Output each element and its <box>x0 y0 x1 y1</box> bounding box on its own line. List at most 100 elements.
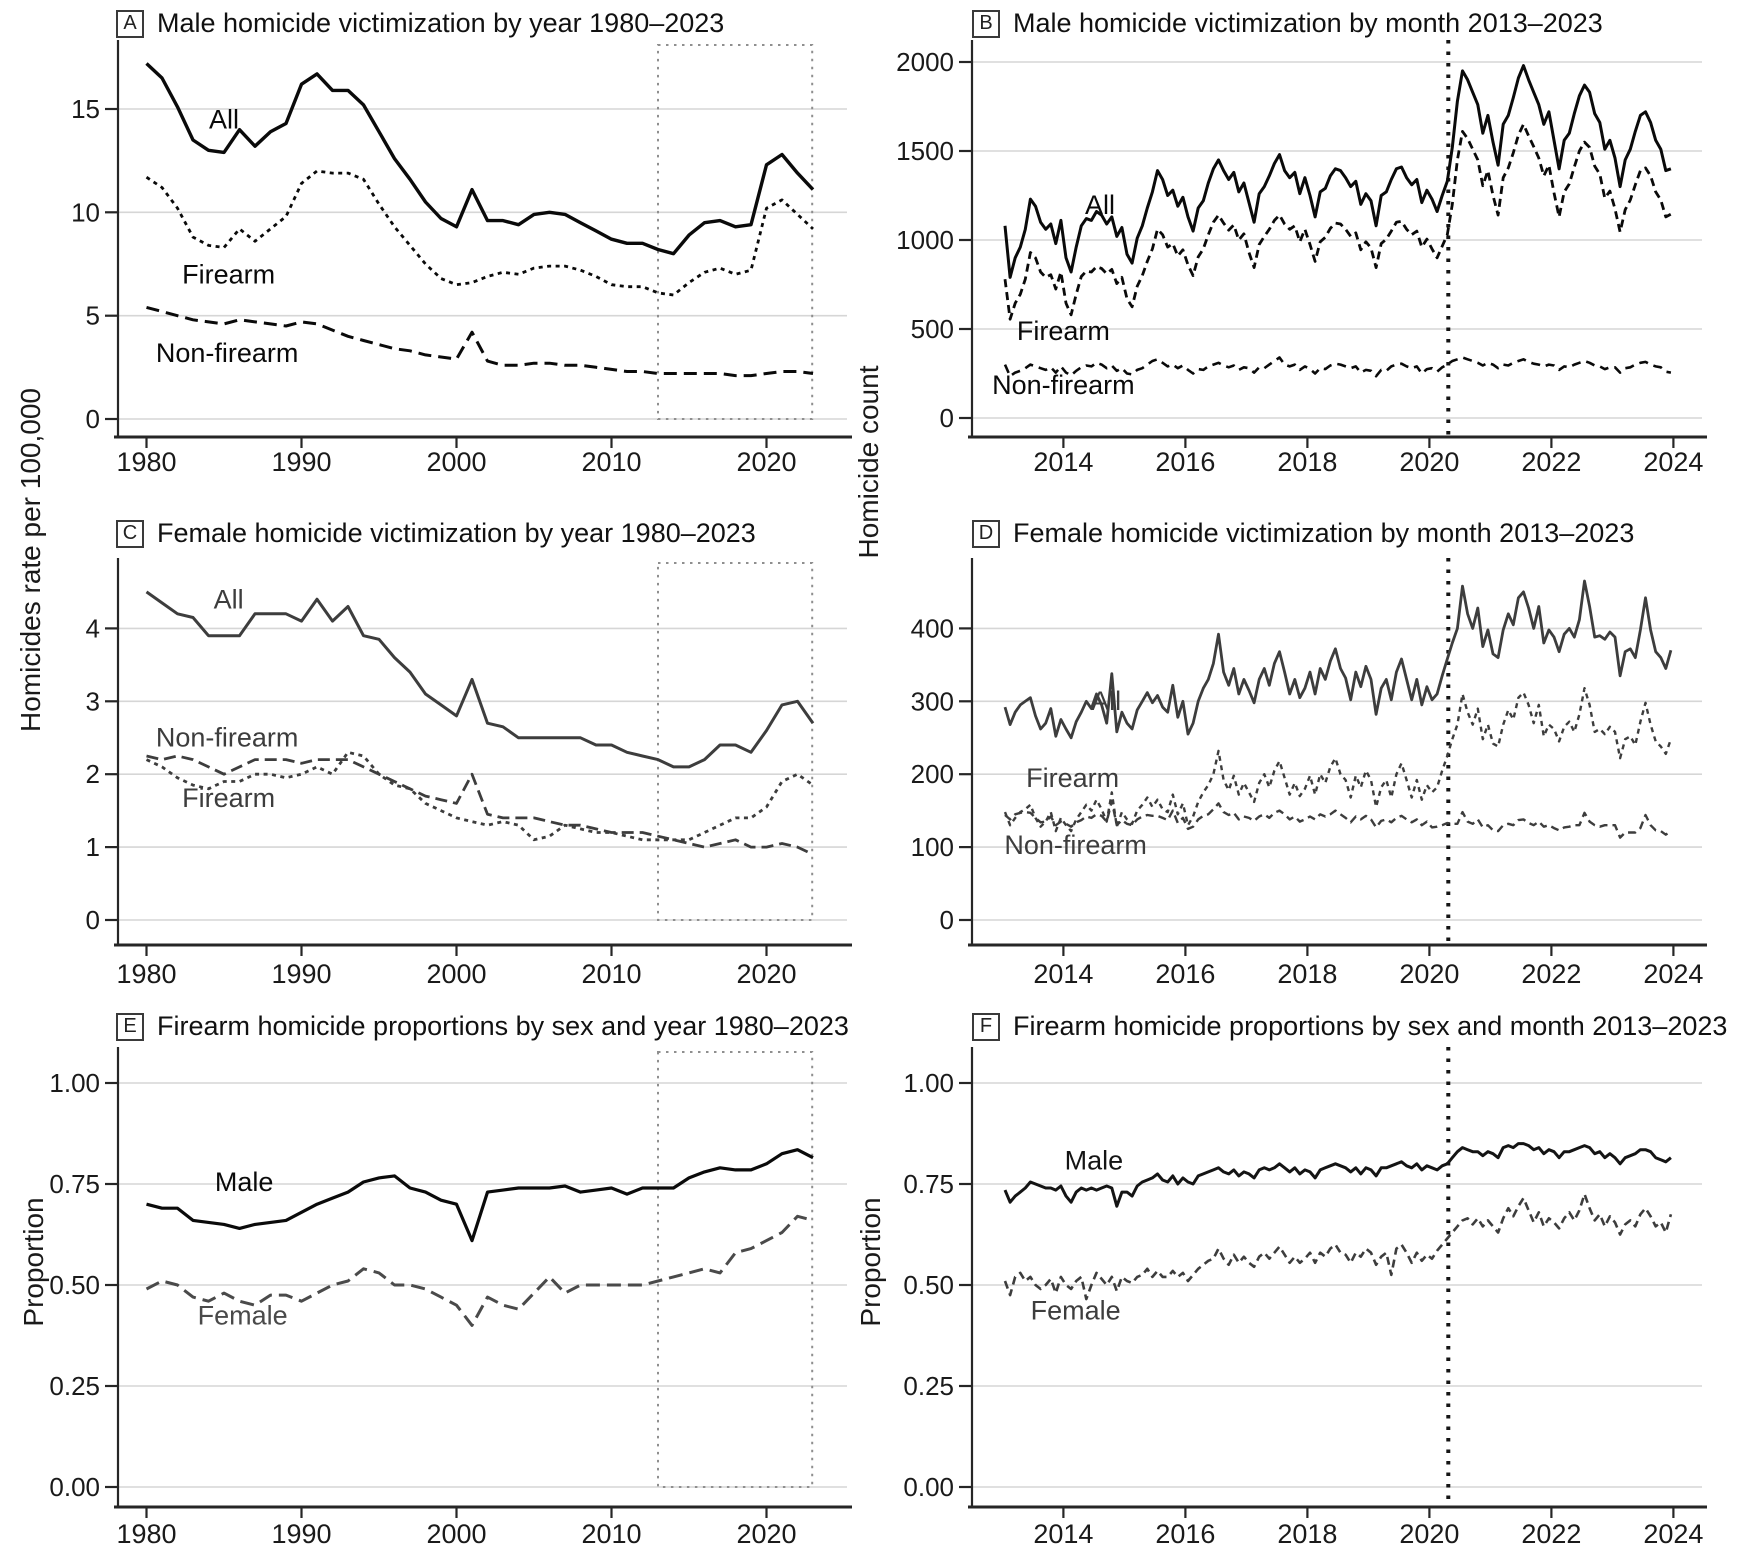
panel-b-title: Male homicide victimization by month 201… <box>1013 8 1603 38</box>
x-tick-label: 2000 <box>426 959 486 989</box>
y-tick-label: 1.00 <box>903 1068 954 1098</box>
series-label-firearm: Firearm <box>1017 316 1110 346</box>
x-tick-label: 2018 <box>1277 959 1337 989</box>
series-line-all <box>145 62 815 256</box>
y-tick-label: 3 <box>86 686 100 716</box>
y-tick-label: 100 <box>911 832 954 862</box>
x-tick-label: 2014 <box>1033 447 1093 477</box>
series-line-all <box>1003 579 1673 740</box>
x-tick-label: 2020 <box>1399 447 1459 477</box>
series-line-all <box>145 590 815 769</box>
highlight-period-box <box>657 562 814 921</box>
x-tick-label: 2016 <box>1155 447 1215 477</box>
panel-b: All Firearm Non-firearm 0 500 1000 1500 2000 201… <box>880 0 1760 495</box>
panel-c-title: Female homicide victimization by year 19… <box>157 518 756 548</box>
x-tick-label: 2020 <box>736 959 796 989</box>
y-tick-label: 0.75 <box>903 1169 954 1199</box>
series-label-male: Male <box>1065 1146 1124 1176</box>
y-axis-label-rate: Homicides rate per 100,000 <box>15 388 46 732</box>
y-tick-label: 0.25 <box>903 1371 954 1401</box>
x-tick-label: 2016 <box>1155 959 1215 989</box>
x-tick-label: 2014 <box>1033 959 1093 989</box>
series-label-non-firearm: Non-firearm <box>992 370 1135 400</box>
panel-e: Male Female 0.00 0.25 0.50 0.75 1.00 1980 1990 20… <box>0 1005 880 1556</box>
y-tick-label: 400 <box>911 613 954 643</box>
series-label-all: All <box>1091 686 1121 716</box>
y-tick-label: 2 <box>86 759 100 789</box>
series-line-non-firearm <box>146 305 814 378</box>
x-tick-label: 2018 <box>1277 447 1337 477</box>
x-tick-label: 2014 <box>1033 1519 1093 1549</box>
y-tick-label: 200 <box>911 759 954 789</box>
y-axis-label-proportion-left: Proportion <box>18 1197 49 1327</box>
panel-b-badge: B <box>972 9 1000 38</box>
x-tick-label: 2024 <box>1643 959 1703 989</box>
y-axis-label-proportion-right: Proportion <box>855 1197 886 1327</box>
series-label-female: Female <box>198 1300 288 1330</box>
panel-a: All Firearm Non-firearm 0 5 10 15 1980 1990 2000 2… <box>0 0 880 495</box>
x-tick-label: 2010 <box>581 959 641 989</box>
y-axis-label-count: Homicide count <box>853 365 884 559</box>
series-line-female <box>1003 1192 1673 1301</box>
panel-f-chart: Male Female 0.00 0.25 0.50 0.75 1.00 2014 2016 20… <box>903 1047 1707 1549</box>
x-tick-label: 2020 <box>736 1519 796 1549</box>
series-label-non-firearm: Non-firearm <box>1004 830 1147 860</box>
x-tick-label: 2022 <box>1521 959 1581 989</box>
y-tick-label: 2000 <box>896 47 954 77</box>
series-label-male: Male <box>215 1167 274 1197</box>
panel-f-title: Firearm homicide proportions by sex and … <box>1013 1011 1728 1041</box>
y-tick-label: 0.50 <box>49 1270 100 1300</box>
series-line-male <box>146 1148 814 1243</box>
y-tick-label: 0 <box>940 905 954 935</box>
x-tick-label: 2020 <box>1399 1519 1459 1549</box>
x-tick-label: 2022 <box>1521 447 1581 477</box>
series-line-firearm <box>145 750 814 842</box>
series-line-non-firearm <box>1003 356 1672 378</box>
x-tick-label: 2010 <box>581 1519 641 1549</box>
y-tick-label: 5 <box>86 301 100 331</box>
y-tick-label: 0 <box>940 403 954 433</box>
y-tick-label: 15 <box>71 94 100 124</box>
series-label-non-firearm: Non-firearm <box>156 338 299 368</box>
series-label-female: Female <box>1031 1296 1121 1326</box>
panel-e-chart: Male Female 0.00 0.25 0.50 0.75 1.00 1980 1990 20… <box>49 1047 852 1549</box>
x-tick-label: 1990 <box>271 1519 331 1549</box>
x-tick-label: 1980 <box>116 447 176 477</box>
series-line-female <box>145 1214 814 1327</box>
series-label-non-firearm: Non-firearm <box>156 722 299 752</box>
y-tick-label: 4 <box>86 613 100 643</box>
series-label-all: All <box>209 105 239 135</box>
panel-c: All Non-firearm Firearm 0 1 2 3 4 1980 1990 2000 20… <box>0 495 880 1005</box>
panel-d-badge: D <box>972 519 1000 548</box>
x-tick-label: 2024 <box>1643 447 1703 477</box>
x-tick-label: 2024 <box>1643 1519 1703 1549</box>
y-tick-label: 10 <box>71 197 100 227</box>
panel-a-badge: A <box>116 9 144 38</box>
highlight-period-box <box>657 44 814 420</box>
panel-d-title: Female homicide victimization by month 2… <box>1013 518 1635 548</box>
series-label-firearm: Firearm <box>1026 763 1119 793</box>
series-line-all <box>1003 64 1672 279</box>
series-label-firearm: Firearm <box>182 783 275 813</box>
panel-a-chart: All Firearm Non-firearm 0 5 10 15 1980 1990 2000 2… <box>71 40 852 477</box>
series-label-firearm: Firearm <box>182 260 275 290</box>
y-tick-label: 0.00 <box>903 1472 954 1502</box>
x-tick-label: 2018 <box>1277 1519 1337 1549</box>
x-tick-label: 2022 <box>1521 1519 1581 1549</box>
x-tick-label: 1980 <box>116 959 176 989</box>
y-tick-label: 0 <box>86 905 100 935</box>
highlight-period-box <box>657 1051 814 1488</box>
series-line-firearm <box>1003 687 1673 833</box>
x-tick-label: 1990 <box>271 959 331 989</box>
panel-d: All Firearm Non-firearm 0 100 200 300 400 2014 20… <box>880 495 1760 1005</box>
series-label-all: All <box>214 585 244 615</box>
y-tick-label: 0.25 <box>49 1371 100 1401</box>
y-tick-label: 300 <box>911 686 954 716</box>
x-tick-label: 2016 <box>1155 1519 1215 1549</box>
panel-f-badge: F <box>972 1012 1000 1041</box>
x-tick-label: 1990 <box>271 447 331 477</box>
y-tick-label: 500 <box>911 314 954 344</box>
x-tick-label: 2000 <box>426 447 486 477</box>
panel-f: Male Female 0.00 0.25 0.50 0.75 1.00 2014 2016 20… <box>880 1005 1760 1556</box>
